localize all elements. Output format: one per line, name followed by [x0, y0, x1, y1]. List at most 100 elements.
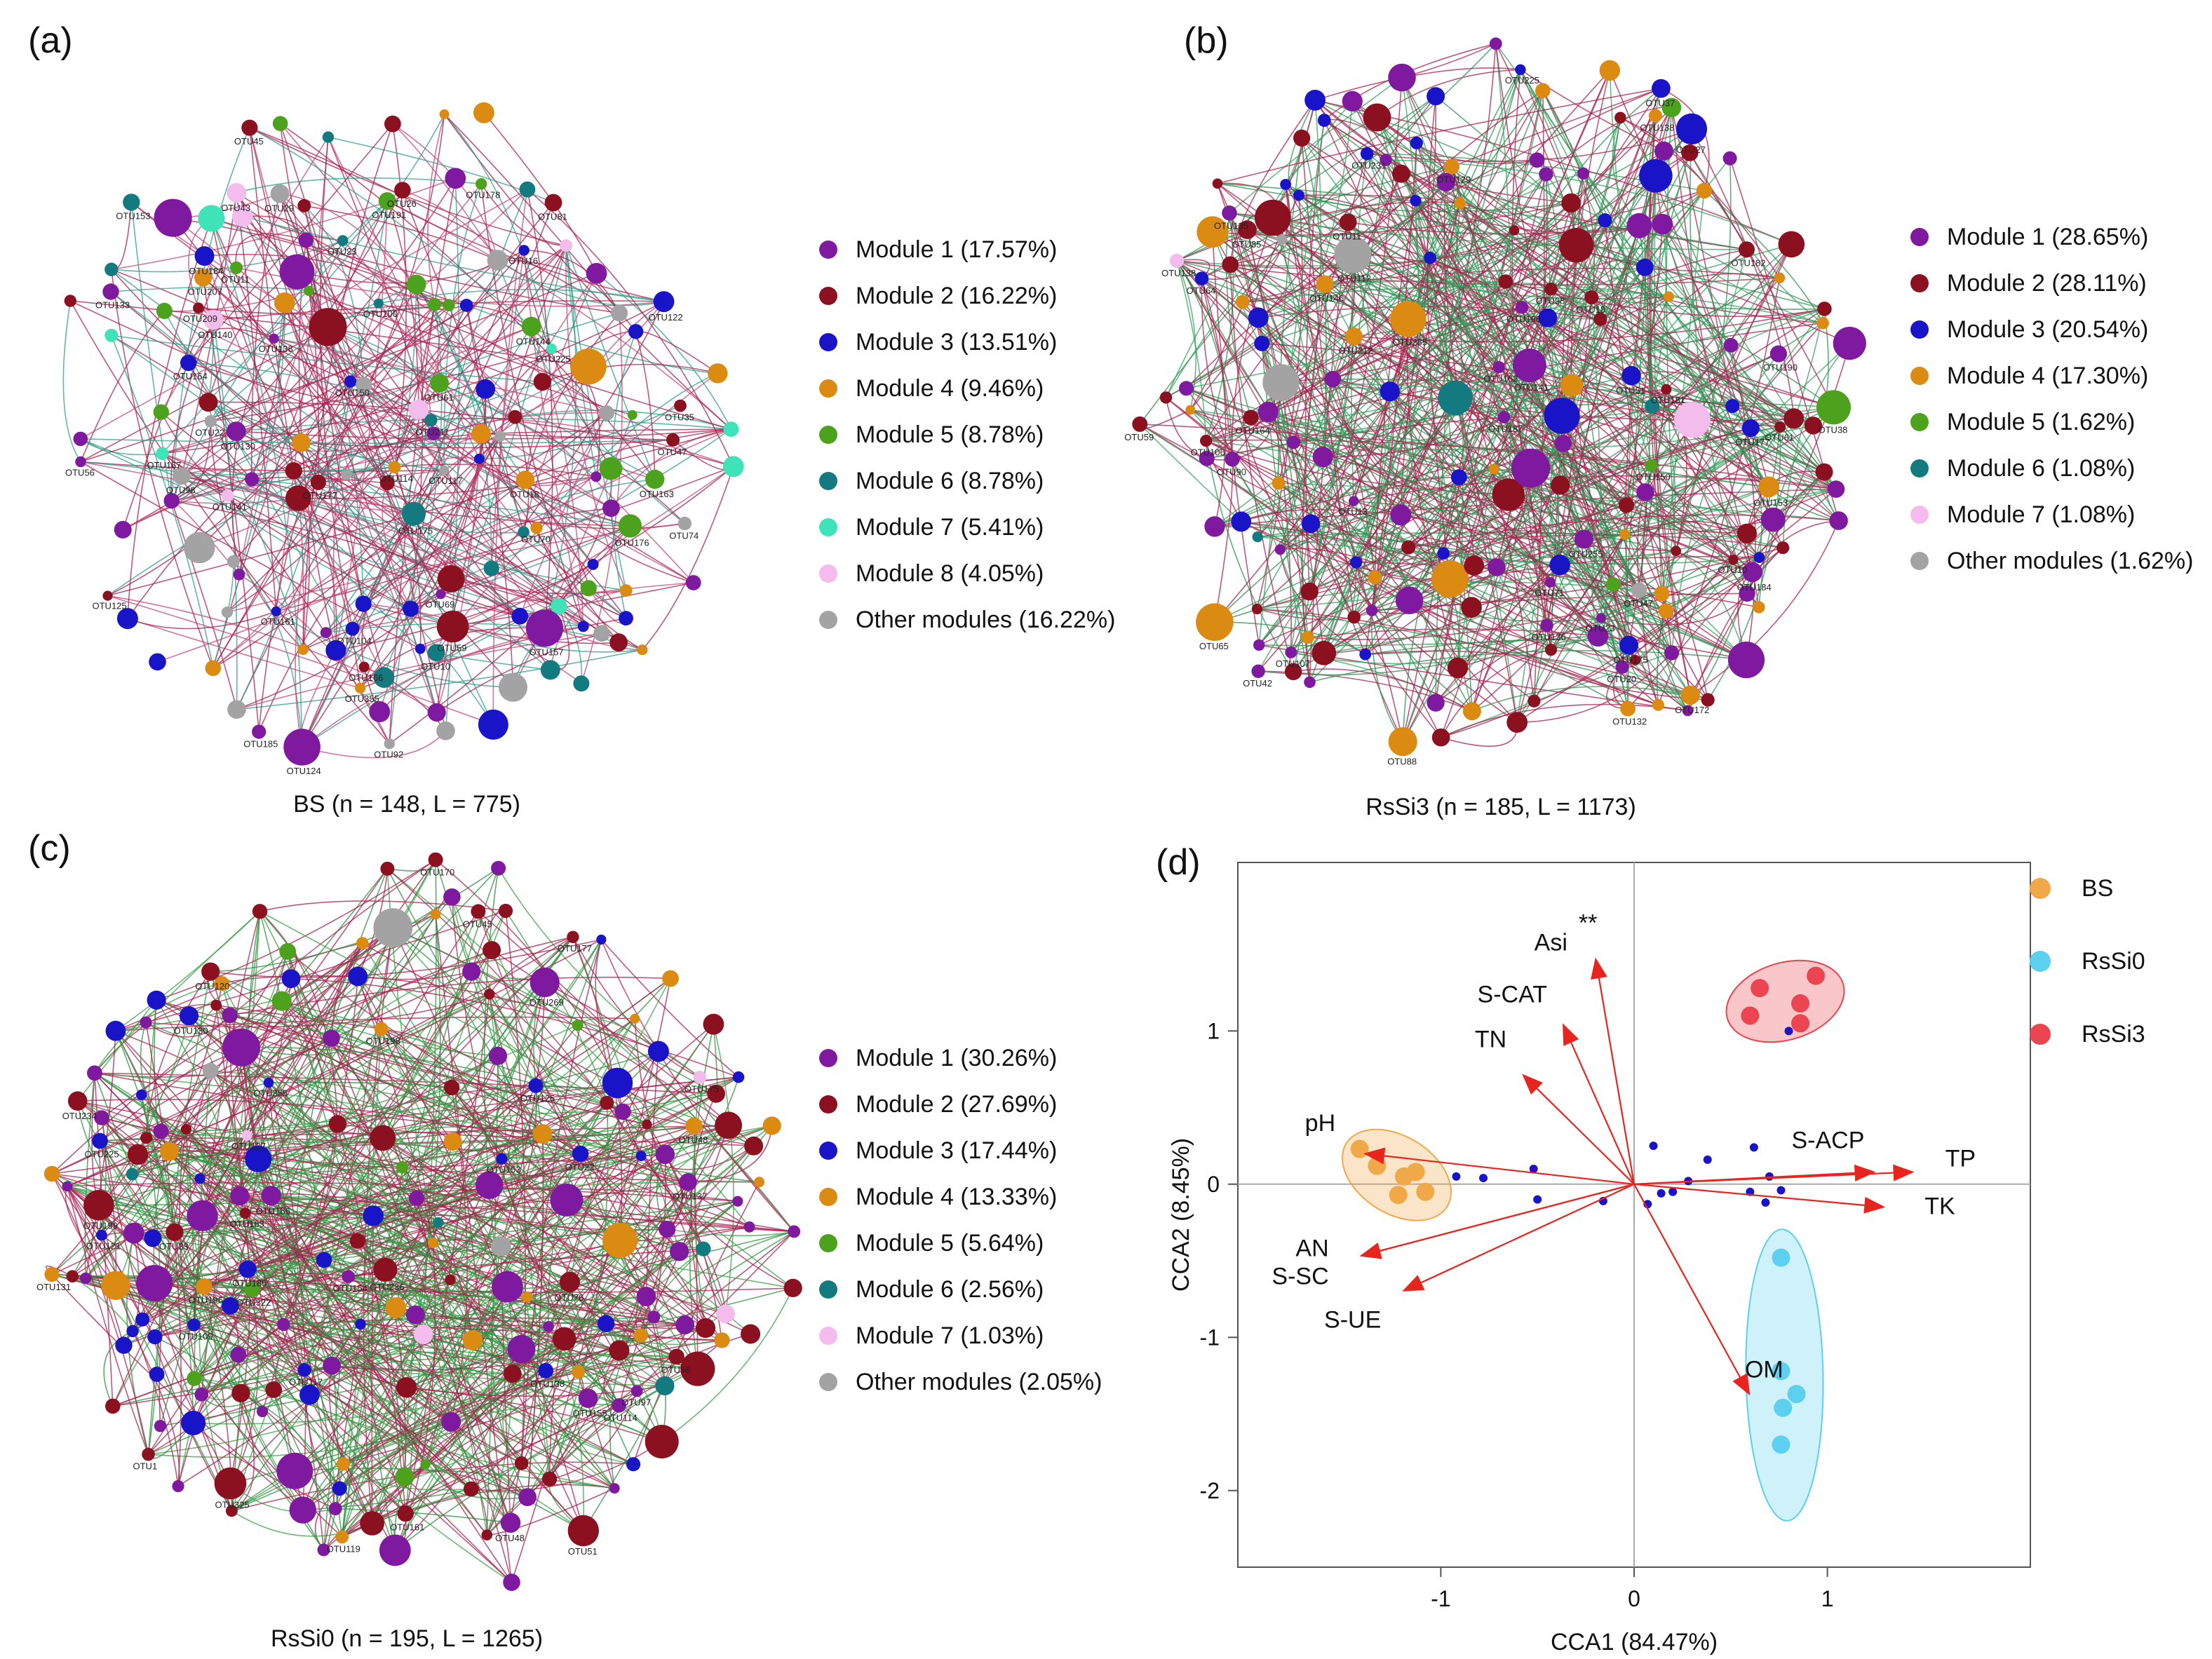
network-node	[428, 297, 441, 311]
network-edge	[227, 419, 431, 613]
network-node	[102, 283, 119, 300]
network-node	[144, 1229, 162, 1247]
network-edge	[331, 1365, 665, 1387]
network-edge	[1471, 686, 1691, 712]
network-edge	[1385, 159, 1792, 245]
network-edge	[309, 927, 394, 1395]
network-node	[1529, 152, 1545, 168]
node-label: OTU153	[116, 211, 150, 222]
network-node	[154, 1420, 167, 1433]
network-node	[297, 198, 311, 212]
network-node	[1675, 113, 1708, 144]
network-node	[105, 1020, 126, 1041]
network-edge	[1309, 650, 1747, 683]
network-edge	[156, 936, 574, 1375]
network-edge	[67, 1186, 149, 1455]
network-node	[696, 1241, 711, 1257]
network-labels: OTU58 OTU355 OTU236 OTU269 OTU325 OTU33 OTU109…	[36, 867, 719, 1557]
node-label: OTU176	[615, 538, 649, 548]
network-edge	[1229, 212, 1747, 250]
network-edge	[233, 561, 303, 747]
legend-swatch	[819, 1280, 837, 1299]
network-node	[298, 232, 314, 248]
network-node	[443, 1079, 460, 1096]
network-graph-rssi0: OTU58 OTU355 OTU236 OTU269 OTU325 OTU33 OTU109…	[36, 852, 802, 1591]
network-edge	[392, 123, 499, 261]
network-edge	[305, 240, 364, 604]
y-tick-label: -2	[1200, 1478, 1220, 1503]
network-edge	[51, 1173, 149, 1455]
network-edge	[1549, 442, 1564, 565]
network-edge	[331, 1327, 706, 1371]
node-label: OTU144	[516, 337, 551, 347]
network-edge	[363, 478, 655, 604]
legend-item: Module 1 (17.57%)	[819, 226, 1115, 273]
network-edge	[1201, 278, 1227, 527]
network-node	[75, 456, 86, 468]
network-node	[379, 475, 395, 491]
network-edge	[1314, 100, 1645, 268]
network-edge	[1323, 581, 1551, 654]
network-edge	[378, 288, 664, 304]
network-node	[677, 516, 692, 531]
network-node	[528, 1078, 544, 1093]
network-edge	[111, 269, 602, 634]
network-node	[1194, 271, 1209, 286]
network-edge	[1298, 194, 1461, 204]
network-node	[1359, 648, 1372, 661]
node-label: OTU71	[1535, 588, 1564, 598]
legend-item: Module 2 (28.11%)	[1910, 260, 2194, 306]
network-edge	[1750, 407, 1814, 429]
legend-swatch	[819, 333, 837, 351]
network-edge	[1206, 150, 1664, 459]
network-edge	[210, 348, 552, 422]
network-edge	[231, 338, 275, 575]
legend-item: Module 6 (8.78%)	[819, 458, 1115, 504]
node-label: OTU212	[1339, 346, 1373, 356]
network-node	[180, 354, 197, 372]
network-edge	[161, 201, 388, 454]
network-edge	[213, 201, 388, 669]
network-edge	[101, 983, 222, 1236]
network-edge	[179, 1129, 203, 1395]
sample-point	[1772, 1248, 1790, 1267]
network-edge	[305, 239, 482, 435]
network-edge	[1730, 345, 1756, 661]
network-node	[1392, 164, 1410, 183]
network-edge	[241, 1047, 615, 1489]
network-nodes	[64, 102, 744, 766]
network-node	[43, 1165, 60, 1182]
network-edge	[440, 388, 487, 595]
network-edge	[405, 994, 490, 1514]
network-edge	[145, 1015, 231, 1038]
network-edge	[436, 245, 567, 713]
network-edge	[1520, 69, 1601, 320]
node-label: OTU285	[1393, 337, 1427, 348]
network-node	[64, 294, 76, 307]
network-node	[567, 930, 579, 943]
network-edge	[1176, 260, 1627, 506]
network-node	[1817, 302, 1832, 316]
network-edge	[1185, 388, 1518, 723]
network-node	[1827, 480, 1845, 498]
node-label: OTU20	[1607, 674, 1636, 684]
network-node	[1317, 114, 1331, 128]
network-edge	[466, 304, 553, 349]
network-edge	[1258, 417, 1504, 646]
network-edge	[132, 1133, 543, 1332]
network-edge	[202, 1215, 433, 1244]
network-node	[1380, 381, 1400, 402]
network-node	[222, 1028, 260, 1066]
network-node	[426, 426, 441, 441]
network-node	[179, 1006, 199, 1026]
network-edge	[1325, 268, 1780, 285]
node-label: OTU64	[1187, 285, 1216, 296]
network-node	[1783, 408, 1805, 429]
vector-line	[1536, 1088, 1635, 1185]
node-label: OTU11	[221, 274, 250, 285]
network-node	[309, 308, 347, 346]
network-edge	[142, 936, 574, 1320]
network-node	[1506, 712, 1528, 733]
network-edge	[1591, 297, 1825, 310]
network-node	[647, 1311, 661, 1324]
